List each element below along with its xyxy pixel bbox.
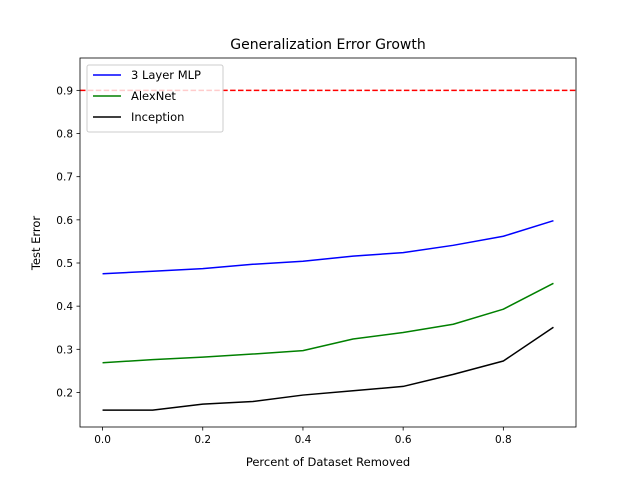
x-tick-label: 0.4	[295, 434, 312, 446]
x-tick-label: 0.2	[194, 434, 211, 446]
x-tick-label: 0.8	[495, 434, 512, 446]
legend-box	[86, 64, 224, 133]
x-tick-label: 0.0	[94, 434, 111, 446]
x-axis-label: Percent of Dataset Removed	[246, 455, 410, 469]
y-tick-label: 0.3	[56, 344, 73, 356]
y-tick-label: 0.5	[56, 258, 73, 270]
chart-title: Generalization Error Growth	[230, 37, 426, 53]
series-line-0	[102, 219, 554, 275]
y-tick-label: 0.7	[56, 172, 73, 184]
series-line-2	[102, 326, 554, 411]
axes-frame	[79, 57, 577, 428]
y-tick-label: 0.9	[56, 85, 73, 97]
legend-label-1: AlexNet	[131, 89, 176, 103]
y-axis-label: Test Error	[29, 216, 43, 272]
plot-area: 0.0 0.2 0.4 0.6 0.8 0.2 0.3 0.4 0.5 0.6 0.7 0.8 0.9 3…	[56, 57, 577, 446]
series-line-1	[102, 282, 554, 364]
x-tick-label: 0.6	[395, 434, 412, 446]
y-tick-label: 0.4	[56, 301, 73, 313]
legend-label-0: 3 Layer MLP	[131, 68, 201, 82]
y-tick-label: 0.6	[56, 215, 73, 227]
y-tick-label: 0.2	[56, 387, 73, 399]
legend-label-2: Inception	[131, 110, 184, 124]
y-tick-label: 0.8	[56, 129, 73, 141]
